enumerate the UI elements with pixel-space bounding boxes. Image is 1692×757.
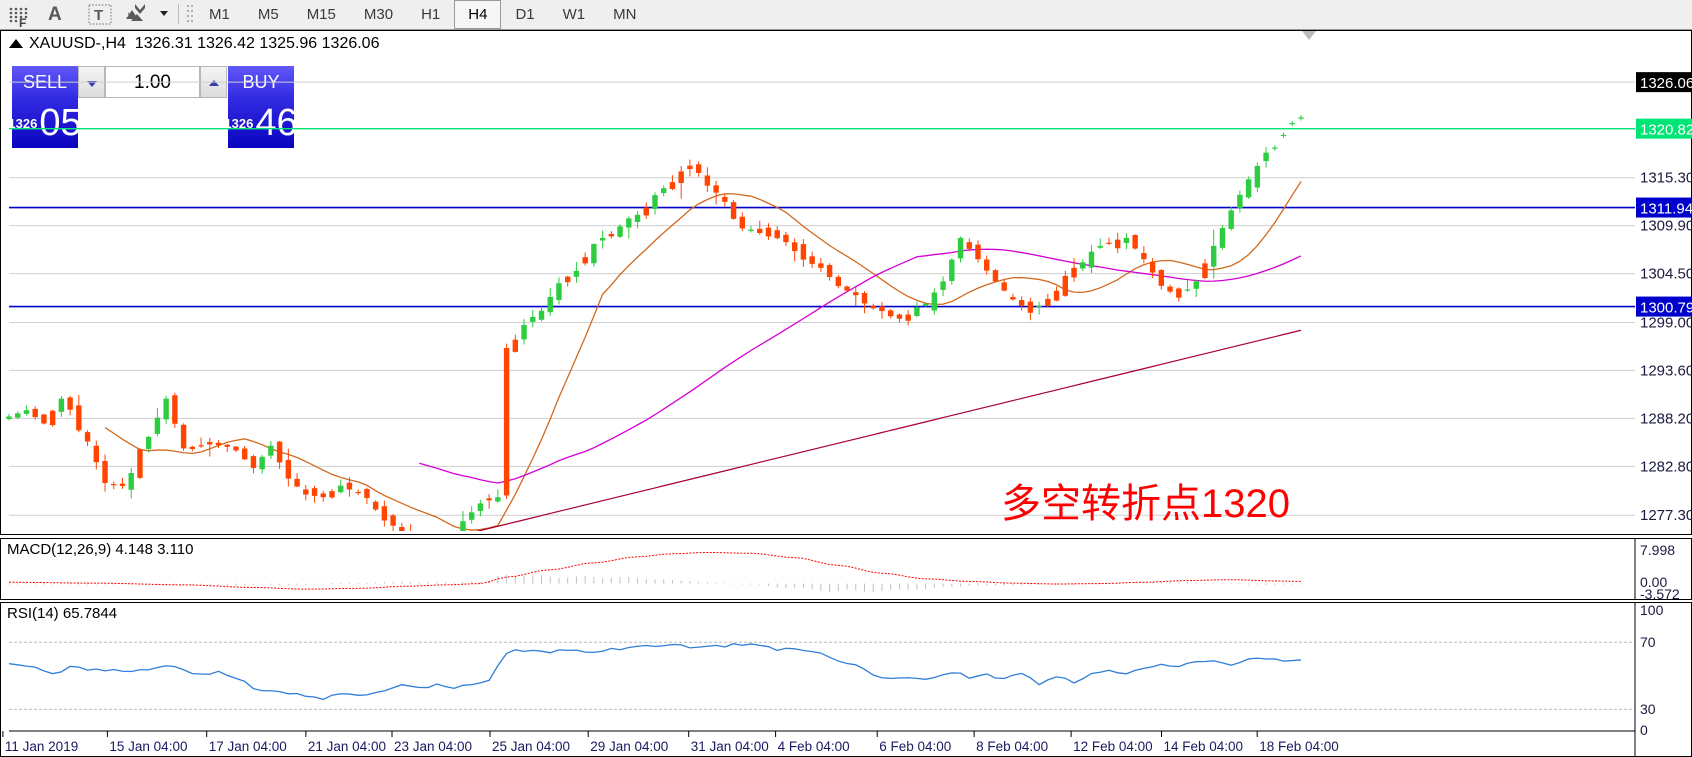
svg-text:11 Jan 2019: 11 Jan 2019: [5, 739, 78, 754]
svg-text:23 Jan 04:00: 23 Jan 04:00: [394, 739, 472, 754]
svg-text:17 Jan 04:00: 17 Jan 04:00: [209, 739, 287, 754]
svg-text:1288.20: 1288.20: [1640, 410, 1692, 427]
svg-text:1293.60: 1293.60: [1640, 362, 1692, 379]
svg-text:29 Jan 04:00: 29 Jan 04:00: [590, 739, 668, 754]
svg-text:1311.94: 1311.94: [1640, 201, 1692, 218]
svg-text:F: F: [19, 16, 26, 29]
svg-text:1277.30: 1277.30: [1640, 507, 1692, 524]
svg-text:1320.82: 1320.82: [1640, 122, 1692, 139]
svg-text:4 Feb 04:00: 4 Feb 04:00: [778, 739, 850, 754]
svg-text:1326.06: 1326.06: [1640, 75, 1692, 92]
svg-text:1315.30: 1315.30: [1640, 170, 1692, 187]
svg-text:18 Feb 04:00: 18 Feb 04:00: [1259, 739, 1339, 754]
svg-text:0: 0: [1640, 722, 1648, 738]
svg-text:8 Feb 04:00: 8 Feb 04:00: [976, 739, 1048, 754]
svg-text:7.998: 7.998: [1640, 542, 1675, 558]
svg-text:1299.00: 1299.00: [1640, 314, 1692, 331]
svg-text:1282.80: 1282.80: [1640, 458, 1692, 475]
svg-text:T: T: [94, 7, 103, 24]
svg-text:21 Jan 04:00: 21 Jan 04:00: [308, 739, 386, 754]
svg-text:1304.50: 1304.50: [1640, 266, 1692, 283]
svg-text:12 Feb 04:00: 12 Feb 04:00: [1073, 739, 1153, 754]
svg-text:1309.90: 1309.90: [1640, 218, 1692, 235]
svg-text:-3.572: -3.572: [1640, 586, 1680, 600]
svg-text:25 Jan 04:00: 25 Jan 04:00: [492, 739, 570, 754]
svg-text:100: 100: [1640, 603, 1664, 618]
svg-text:30: 30: [1640, 701, 1656, 717]
svg-text:15 Jan 04:00: 15 Jan 04:00: [109, 739, 187, 754]
svg-text:6 Feb 04:00: 6 Feb 04:00: [879, 739, 951, 754]
svg-text:70: 70: [1640, 634, 1656, 650]
svg-text:31 Jan 04:00: 31 Jan 04:00: [691, 739, 769, 754]
svg-text:14 Feb 04:00: 14 Feb 04:00: [1164, 739, 1244, 754]
